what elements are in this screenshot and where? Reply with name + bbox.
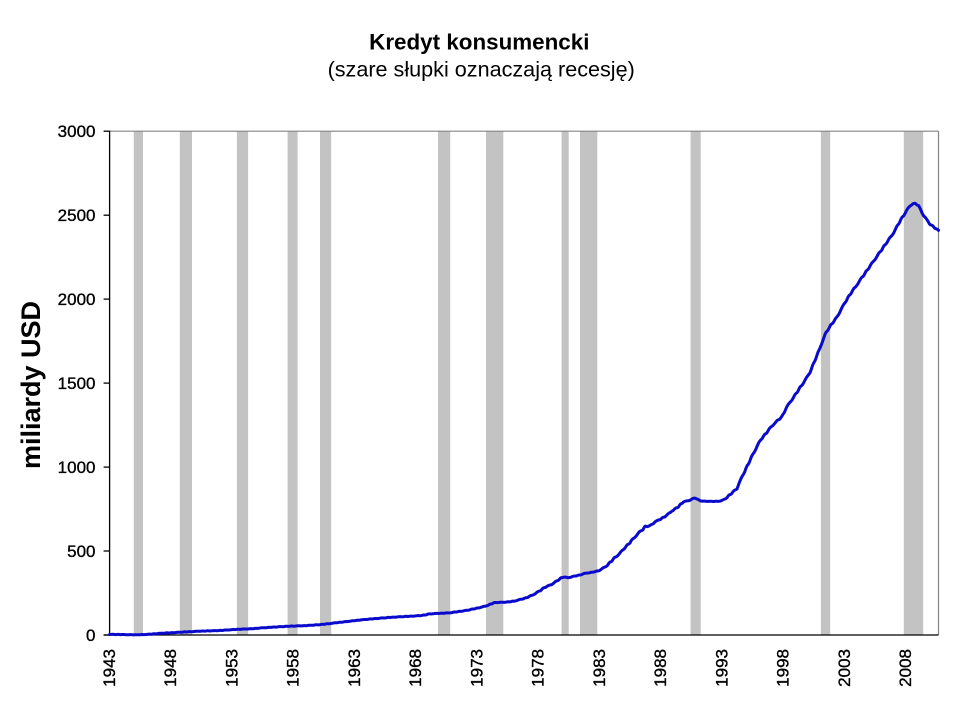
svg-text:1500: 1500 bbox=[58, 374, 96, 393]
svg-text:1973: 1973 bbox=[467, 649, 486, 687]
svg-text:1943: 1943 bbox=[100, 649, 119, 687]
svg-text:(szare słupki oznaczają recesj: (szare słupki oznaczają recesję) bbox=[328, 57, 635, 82]
svg-text:miliardy USD: miliardy USD bbox=[16, 301, 46, 469]
svg-text:1983: 1983 bbox=[590, 649, 609, 687]
svg-text:2003: 2003 bbox=[835, 649, 854, 687]
svg-text:1968: 1968 bbox=[406, 649, 425, 687]
svg-text:1958: 1958 bbox=[284, 649, 303, 687]
svg-text:3000: 3000 bbox=[58, 122, 96, 141]
svg-text:500: 500 bbox=[67, 542, 95, 561]
svg-text:0: 0 bbox=[86, 626, 95, 645]
svg-text:1993: 1993 bbox=[712, 649, 731, 687]
svg-text:1948: 1948 bbox=[161, 649, 180, 687]
svg-text:1000: 1000 bbox=[58, 458, 96, 477]
svg-text:2000: 2000 bbox=[58, 290, 96, 309]
svg-text:1963: 1963 bbox=[345, 649, 364, 687]
svg-text:1953: 1953 bbox=[222, 649, 241, 687]
svg-text:1978: 1978 bbox=[529, 649, 548, 687]
svg-text:Kredyt konsumencki: Kredyt konsumencki bbox=[369, 30, 589, 55]
svg-text:1988: 1988 bbox=[651, 649, 670, 687]
svg-text:2500: 2500 bbox=[58, 206, 96, 225]
svg-text:2008: 2008 bbox=[896, 649, 915, 687]
svg-text:1998: 1998 bbox=[774, 649, 793, 687]
